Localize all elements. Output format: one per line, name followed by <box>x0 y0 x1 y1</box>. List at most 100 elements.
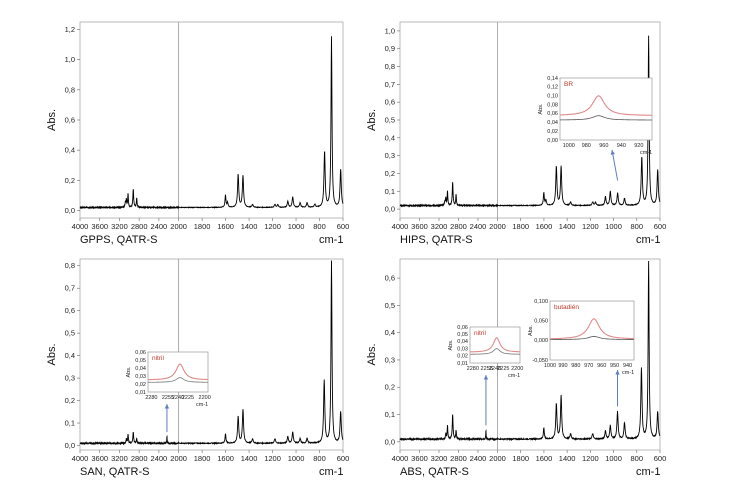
x-tick-label: 800 <box>631 222 644 231</box>
y-tick-label: 0,5 <box>65 329 75 338</box>
inset-reference-line <box>559 115 653 121</box>
inset-x-tick-label: 2255 <box>162 395 174 401</box>
inset-x-tick-label: 990 <box>558 363 567 369</box>
inset-y-tick-label: 0,02 <box>547 129 558 135</box>
x-unit-label: cm-1 <box>636 234 660 246</box>
y-tick-label: 0,2 <box>65 176 75 185</box>
x-tick-label: 1400 <box>241 454 258 463</box>
x-tick-label: 1000 <box>288 454 305 463</box>
inset-y-axis-label: Abs. <box>538 103 544 114</box>
x-tick-label: 3600 <box>91 454 108 463</box>
x-tick-label: 3600 <box>91 222 108 231</box>
y-tick-label: 0,7 <box>385 80 395 89</box>
spectrum-panel-1: 0,0 0,1 0,2 0,3 0,4 0,5 0,6 0,7 0,8 0,9 1,0 4000 360… <box>366 21 667 246</box>
inset-frame <box>469 326 521 364</box>
inset-y-tick-label: 0,000 <box>534 338 548 344</box>
inset-y-tick-label: 0,04 <box>457 339 468 345</box>
inset-y-tick-label: 0,100 <box>534 299 548 305</box>
inset-x-tick-label: 920 <box>634 143 643 149</box>
inset-y-tick-label: 0,14 <box>547 76 558 82</box>
inset-1: 0,00 0,02 0,04 0,06 0,08 0,10 0,12 0,14 1000 980 9… <box>538 76 653 156</box>
spectrum-line <box>79 260 344 446</box>
spectrum-panel-3: 0,0 0,1 0,2 0,3 0,4 0,5 0,6 4000 3600 3200 2800 240… <box>366 258 667 478</box>
y-tick-label: 0,0 <box>385 437 395 446</box>
inset-x-tick-label: 960 <box>597 363 606 369</box>
x-tick-label: 4000 <box>392 222 409 231</box>
inset-y-tick-label: 0,02 <box>457 354 468 360</box>
x-tick-label: 1600 <box>536 222 553 231</box>
x-tick-label: 800 <box>313 454 326 463</box>
inset-y-tick-label: 0,050 <box>534 318 548 324</box>
inset-y-tick-label: 0,04 <box>135 366 146 372</box>
y-tick-label: 0,0 <box>65 441 75 450</box>
x-tick-label: 2800 <box>131 454 148 463</box>
plot-frame <box>399 258 661 451</box>
x-tick-label: 1200 <box>264 222 281 231</box>
inset-label: nitril <box>152 355 164 362</box>
x-tick-label: 3200 <box>431 454 448 463</box>
inset-frame <box>559 77 653 141</box>
spectrum-line <box>399 260 661 442</box>
panel-caption: GPPS, QATR-S <box>80 234 157 246</box>
inset-y-tick-label: 0,08 <box>547 102 558 108</box>
y-tick-label: 0,7 <box>65 284 75 293</box>
x-tick-label: 600 <box>654 222 667 231</box>
inset-x-tick-label: 2240 <box>172 395 184 401</box>
inset-2: 0,01 0,02 0,03 0,04 0,05 0,06 2280 225522402225… <box>126 350 211 408</box>
x-tick-label: 1600 <box>217 222 234 231</box>
inset-label: nitril <box>474 330 486 337</box>
x-tick-label: 1200 <box>264 454 281 463</box>
y-tick-label: 0,3 <box>385 355 395 364</box>
inset-label: BR <box>564 81 573 88</box>
x-tick-label: 1000 <box>605 454 622 463</box>
inset-x-unit: cm-1 <box>622 370 634 376</box>
plot-frame <box>79 258 344 451</box>
inset-x-tick-label: 960 <box>599 143 608 149</box>
panel-caption: ABS, QATR-S <box>400 466 469 478</box>
y-tick-label: 0,2 <box>385 383 395 392</box>
inset-x-tick-label: 2200 <box>199 395 211 401</box>
x-tick-label: 2400 <box>151 454 168 463</box>
y-tick-label: 0,2 <box>65 396 75 405</box>
x-tick-label: 2000 <box>170 222 187 231</box>
y-tick-label: 0,0 <box>65 206 75 215</box>
y-tick-label: 0,4 <box>65 351 75 360</box>
spectrum-line <box>79 36 344 210</box>
x-tick-label: 600 <box>654 454 667 463</box>
y-tick-label: 0,5 <box>385 301 395 310</box>
y-tick-label: 0,0 <box>385 205 395 214</box>
inset-y-axis-label: Abs. <box>126 366 132 377</box>
y-tick-label: 0,6 <box>65 116 75 125</box>
x-tick-label: 800 <box>313 222 326 231</box>
inset-reference-line <box>470 348 521 355</box>
x-tick-label: 2400 <box>470 454 487 463</box>
x-tick-label: 1000 <box>288 222 305 231</box>
y-tick-label: 0,4 <box>385 328 395 337</box>
inset-highlight-line <box>549 318 635 340</box>
inset-x-tick-label: 1000 <box>544 363 556 369</box>
inset-y-tick-label: 0,06 <box>457 325 468 331</box>
inset-y-tick-label: 0,05 <box>457 332 468 338</box>
y-tick-label: 0,6 <box>65 306 75 315</box>
y-axis-label: Abs. <box>46 109 58 131</box>
x-tick-label: 2400 <box>470 222 487 231</box>
x-tick-label: 1400 <box>559 222 576 231</box>
y-tick-label: 0,3 <box>385 151 395 160</box>
x-tick-label: 1800 <box>512 454 529 463</box>
y-tick-label: 0,1 <box>385 410 395 419</box>
y-tick-label: 0,9 <box>385 44 395 53</box>
inset-x-tick-label: 2280 <box>145 395 157 401</box>
spectrum-line <box>399 35 661 208</box>
y-axis-label: Abs. <box>366 343 378 365</box>
inset-x-tick-label: 2225 <box>497 366 509 372</box>
pointer-arrowhead <box>483 375 489 380</box>
x-tick-label: 3600 <box>411 222 428 231</box>
x-tick-label: 600 <box>337 222 350 231</box>
x-tick-label: 1600 <box>536 454 553 463</box>
x-tick-label: 1000 <box>605 222 622 231</box>
inset-highlight-line <box>559 95 653 116</box>
pointer-arrowhead <box>610 150 615 155</box>
inset-x-tick-label: 940 <box>617 143 626 149</box>
inset-x-tick-label: 2255 <box>481 366 493 372</box>
